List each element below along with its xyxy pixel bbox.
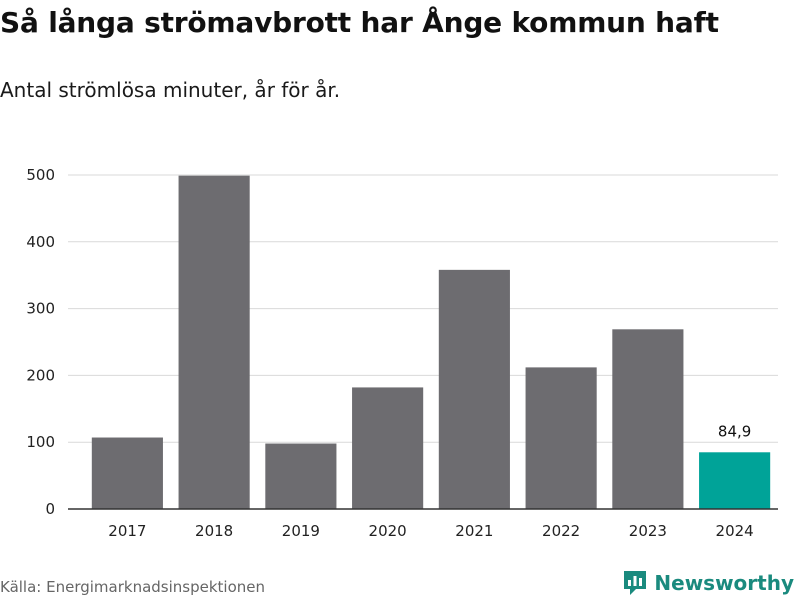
bar-2021 bbox=[438, 269, 510, 509]
y-tick-label: 200 bbox=[26, 366, 55, 384]
x-tick-label: 2020 bbox=[369, 522, 407, 540]
bar-2023 bbox=[612, 329, 684, 509]
x-tick-label: 2022 bbox=[542, 522, 580, 540]
bars bbox=[91, 175, 771, 509]
brand-name: Newsworthy bbox=[654, 571, 794, 595]
source-note: Källa: Energimarknadsinspektionen bbox=[0, 578, 266, 596]
newsworthy-logo-icon bbox=[624, 571, 647, 595]
chart-title: Så långa strömavbrott har Ånge kommun ha… bbox=[0, 6, 719, 39]
y-tick-label: 100 bbox=[26, 433, 55, 451]
y-tick-label: 0 bbox=[45, 500, 55, 518]
y-tick-label: 300 bbox=[26, 300, 55, 318]
x-tick-label: 2017 bbox=[108, 522, 146, 540]
x-tick-label: 2018 bbox=[195, 522, 233, 540]
bar-2020 bbox=[352, 387, 424, 509]
bar-2022 bbox=[525, 367, 597, 509]
chart-subtitle: Antal strömlösa minuter, år för år. bbox=[0, 78, 341, 102]
x-tick-label: 2019 bbox=[282, 522, 320, 540]
x-tick-label: 2021 bbox=[455, 522, 493, 540]
y-tick-label: 500 bbox=[26, 166, 55, 184]
bar-chart: 0 100 200 300 400 500 2017 2018 2019 2020 2021 2022… bbox=[26, 166, 778, 540]
y-tick-label: 400 bbox=[26, 233, 55, 251]
x-tick-label: 2023 bbox=[629, 522, 667, 540]
brand-logo: Newsworthy bbox=[622, 568, 794, 598]
axes: 0 100 200 300 400 500 2017 2018 2019 2020 2021 2022… bbox=[26, 166, 778, 540]
data-labels: 84,9 bbox=[718, 422, 751, 440]
bar-2024 bbox=[699, 452, 771, 509]
x-tick-label: 2024 bbox=[716, 522, 754, 540]
bar-2018 bbox=[178, 175, 250, 509]
data-label: 84,9 bbox=[718, 422, 751, 440]
bar-2019 bbox=[265, 443, 337, 509]
bar-2017 bbox=[91, 437, 163, 509]
